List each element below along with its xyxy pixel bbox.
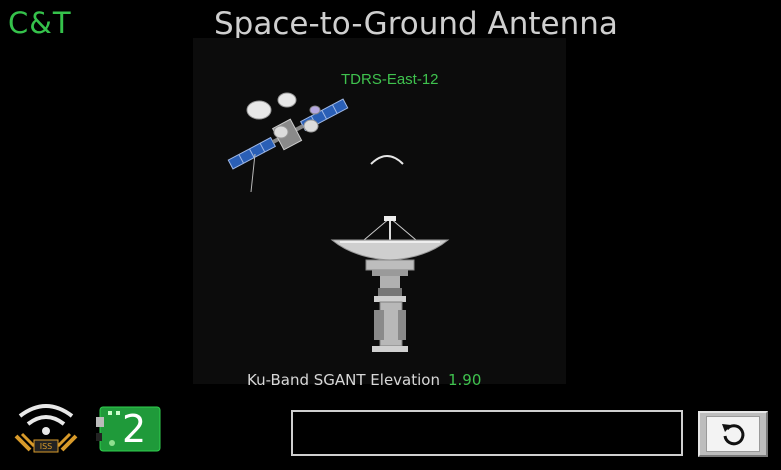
- reset-button-face: [706, 416, 760, 452]
- page-title: Space-to-Ground Antenna: [214, 6, 618, 42]
- satellite-name: TDRS-East-12: [341, 71, 439, 88]
- reset-button[interactable]: [698, 411, 768, 457]
- tdrs-satellite-icon: [227, 92, 349, 193]
- reset-icon: [722, 424, 745, 446]
- elevation-value: 1.90: [448, 371, 482, 389]
- connection-badge: 2: [122, 407, 147, 451]
- arduino-connection-icon: [96, 406, 161, 452]
- ground-antenna-icon: [330, 216, 450, 352]
- elevation-label: Ku-Band SGANT Elevation: [247, 371, 440, 389]
- elevation-readout: Ku-Band SGANT Elevation 1.90: [247, 371, 481, 389]
- logo: C&T: [8, 6, 72, 40]
- wifi-iss-signal-icon: ISS: [14, 404, 78, 453]
- message-box: [291, 410, 683, 456]
- svg-text:ISS: ISS: [40, 442, 53, 451]
- signal-beam-icon: [370, 155, 404, 165]
- antenna-scene: TDRS-East-12: [193, 38, 566, 384]
